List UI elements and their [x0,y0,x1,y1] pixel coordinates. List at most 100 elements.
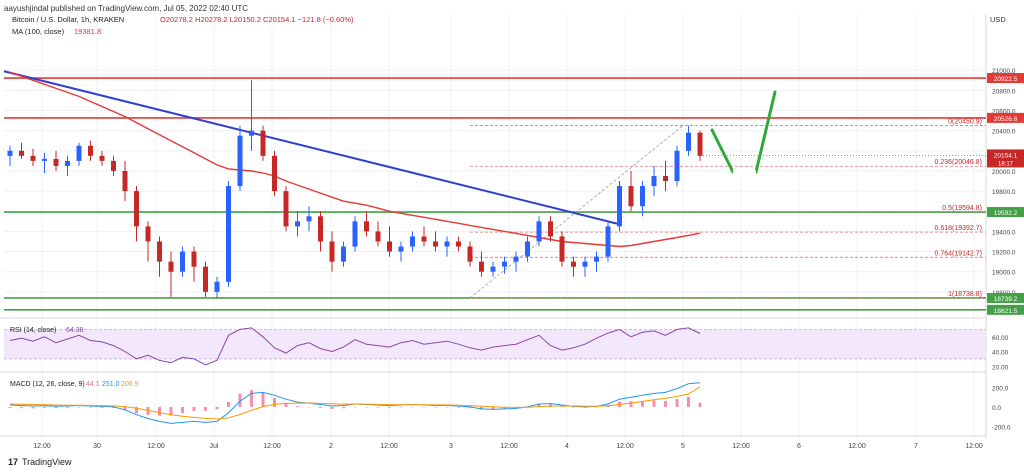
macd-histogram-bar [250,390,253,407]
macd-tick-label: -200.0 [992,424,1011,431]
macd-histogram-bar [284,402,288,407]
macd-histogram-bar [445,406,449,408]
ma-line [9,71,701,248]
candle-body [410,236,415,247]
candle-body [99,155,105,161]
candle-body [19,150,24,156]
candle-body [283,191,289,227]
countdown-label: 18:17 [998,161,1014,167]
candle-body [513,256,519,262]
candle-body [617,186,622,227]
time-tick-label: 12:00 [380,443,398,450]
candle-body [479,261,484,272]
candle-body [398,246,404,252]
macd-histogram-bar [491,406,495,410]
candle-body [663,176,668,182]
macd-histogram-bar [89,406,92,408]
macd-histogram-bar [595,406,598,408]
candle-body [525,241,530,257]
candle-body [456,241,461,247]
candle-body [88,145,93,156]
fib-label: 0.236(20046.8) [935,159,982,166]
time-tick-label: 12:00 [732,443,750,450]
candle-body [571,261,576,267]
candle-body [7,150,13,156]
macd-histogram-bar [146,406,150,416]
candle-body [145,226,151,242]
rsi-pane: RSI (14, close) 64.38 [4,327,986,366]
macd-histogram-bar [675,399,679,407]
level-badge [987,112,1024,123]
macd-histogram-bar [629,401,633,407]
macd-histogram-bar [307,406,311,408]
price-tick-label: 20000.0 [992,169,1016,176]
candle-body [318,216,323,242]
macd-histogram-bar [296,405,299,407]
candle-body [674,150,680,182]
rsi-tick-label: 60.00 [992,335,1009,342]
price-tick-label: 19200.0 [992,250,1016,257]
macd-histogram-bar [204,406,207,411]
time-tick-label: 4 [565,443,569,450]
time-tick-label: 30 [93,443,101,450]
axes: 12:00 30 12:00 Jul 12:00 2 12:00 3 12:00 4 12:00 5 1… [33,68,1024,450]
candle-body [605,226,611,257]
macd-histogram-bar [376,406,380,408]
candle-body [329,241,335,262]
tradingview-brand: TradingView [22,457,72,467]
candle-body [76,145,82,161]
macd-histogram-bar [273,397,276,407]
candle-body [651,176,657,187]
macd-histogram-bar [54,406,58,409]
trend-line [3,70,621,226]
macd-histogram-bar [112,406,115,408]
macd-histogram-bar [43,406,46,408]
candle-body [295,221,300,227]
ma-value: 19381.8 [74,27,101,36]
macd-histogram-bar [560,406,564,407]
time-tick-label: 5 [681,443,685,450]
time-tick-label: 12:00 [616,443,634,450]
macd-histogram-bar [353,406,357,408]
candle-body [536,221,542,242]
macd-histogram-bar [434,406,437,408]
candle-body [364,221,369,232]
price-pane: 0(20450.9) 0.236(20046.8) 0.5(19594.8) 0.61… [3,70,986,311]
macd-histogram-bar [641,400,644,407]
macd-histogram-bar [158,406,161,416]
candle-body [30,155,36,161]
macd-histogram-bar [480,406,483,410]
candle-body [65,160,70,166]
macd-histogram-bar [365,406,368,408]
tradingview-logo[interactable]: 17 TradingView [8,457,72,467]
fib-label: 1(18738.8) [948,291,982,298]
candle-body [168,261,174,272]
fib-diagonal [469,125,684,299]
time-tick-label: 12:00 [848,443,866,450]
macd-histogram-bar [319,406,322,409]
macd-histogram-bar [687,396,690,407]
macd-histogram-bar [537,404,541,407]
macd-histogram-bar [31,406,35,409]
candle-body [214,281,220,292]
macd-histogram-bar [169,406,173,416]
level-label: 18621.5 [994,308,1018,315]
macd-histogram-bar [192,406,196,411]
candle-body [352,221,358,247]
symbol-title: Bitcoin / U.S. Dollar, 1h, KRAKEN [12,15,124,24]
level-badge [987,304,1024,315]
level-label: 20922.5 [994,76,1018,83]
ma-label: MA (100, close) [12,27,65,36]
time-tick-label: 3 [449,443,453,450]
rsi-value: 64.38 [66,327,84,334]
macd-value-hist: 44.1 [86,381,100,388]
macd-histogram-bar [261,392,265,407]
macd-histogram-bar [215,406,219,410]
candle-body [203,266,208,292]
time-tick-label: 12:00 [263,443,281,450]
macd-histogram-bar [503,406,506,409]
candle-body [249,130,254,136]
macd-tick-label: 200.0 [992,386,1009,393]
macd-histogram-bar [411,406,414,408]
